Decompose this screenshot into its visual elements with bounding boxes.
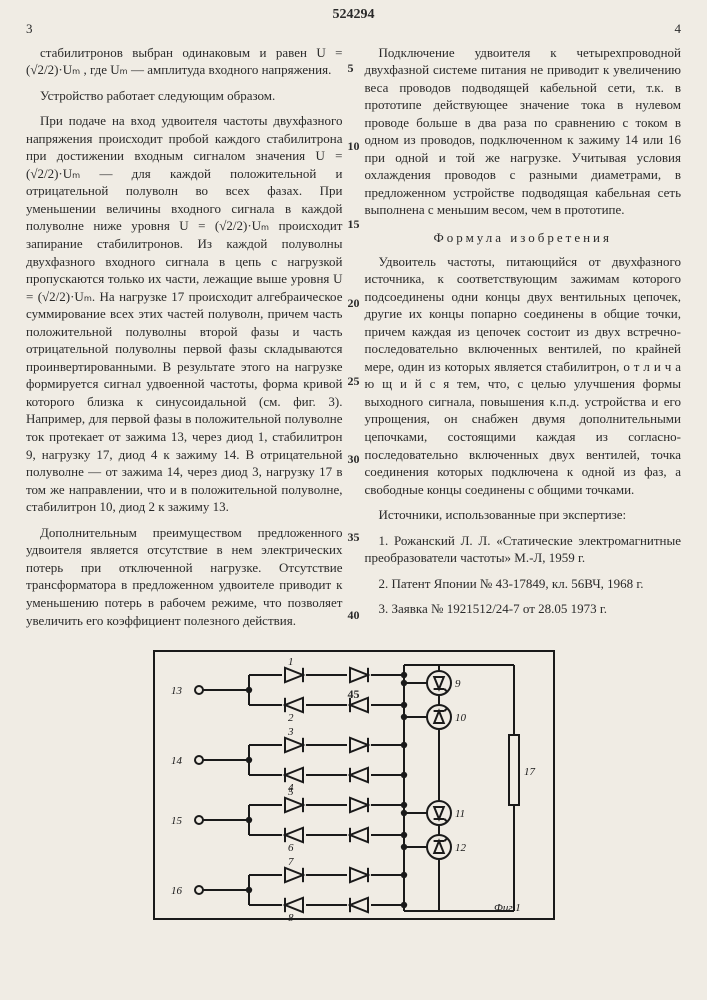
svg-text:8: 8 [288, 912, 294, 924]
paragraph: При подаче на вход удвоителя частоты дву… [26, 112, 343, 516]
left-column: стабилитронов выбран одинаковым и равен … [26, 44, 343, 638]
paragraph: Устройство работает следующим образом. [26, 87, 343, 105]
paragraph: Дополнительным преимуществом предложенно… [26, 524, 343, 629]
svg-text:6: 6 [288, 842, 294, 854]
column-number-left: 3 [26, 20, 33, 38]
paragraph: Подключение удвоителя к четырехпроводной… [365, 44, 682, 219]
svg-text:17: 17 [524, 766, 536, 778]
svg-text:3: 3 [287, 726, 294, 738]
line-marker: 20 [348, 295, 360, 311]
line-marker: 15 [348, 216, 360, 232]
paragraph: стабилитронов выбран одинаковым и равен … [26, 44, 343, 79]
paragraph: Удвоитель частоты, питающийся от двухфаз… [365, 253, 682, 499]
source-item: 1. Рожанский Л. Л. «Статические электром… [365, 532, 682, 567]
svg-text:5: 5 [288, 786, 294, 798]
svg-text:7: 7 [288, 856, 294, 868]
svg-text:11: 11 [455, 808, 465, 820]
line-marker: 40 [348, 607, 360, 623]
line-marker: 5 [348, 60, 360, 76]
svg-text:14: 14 [171, 755, 183, 767]
svg-text:13: 13 [171, 685, 183, 697]
line-number-markers: 5 10 15 20 25 30 35 40 45 [348, 60, 360, 702]
svg-text:Фиг.1: Фиг.1 [494, 902, 521, 914]
svg-text:1: 1 [288, 656, 294, 668]
document-number: 524294 [333, 6, 375, 25]
line-marker: 10 [348, 138, 360, 154]
svg-text:16: 16 [171, 885, 183, 897]
source-item: 2. Патент Японии № 43-17849, кл. 56ВЧ, 1… [365, 575, 682, 593]
svg-text:12: 12 [455, 842, 467, 854]
svg-text:9: 9 [455, 678, 461, 690]
column-number-right: 4 [675, 20, 682, 38]
svg-text:2: 2 [288, 712, 294, 724]
right-column: Подключение удвоителя к четырехпроводной… [365, 44, 682, 638]
line-marker: 35 [348, 529, 360, 545]
formula-heading: Формула изобретения [365, 229, 682, 247]
source-item: 3. Заявка № 1921512/24-7 от 28.05 1973 г… [365, 600, 682, 618]
svg-text:15: 15 [171, 815, 183, 827]
line-marker: 45 [348, 686, 360, 702]
line-marker: 25 [348, 373, 360, 389]
svg-text:10: 10 [455, 712, 467, 724]
line-marker: 30 [348, 451, 360, 467]
sources-heading: Источники, использованные при экспертизе… [365, 506, 682, 524]
